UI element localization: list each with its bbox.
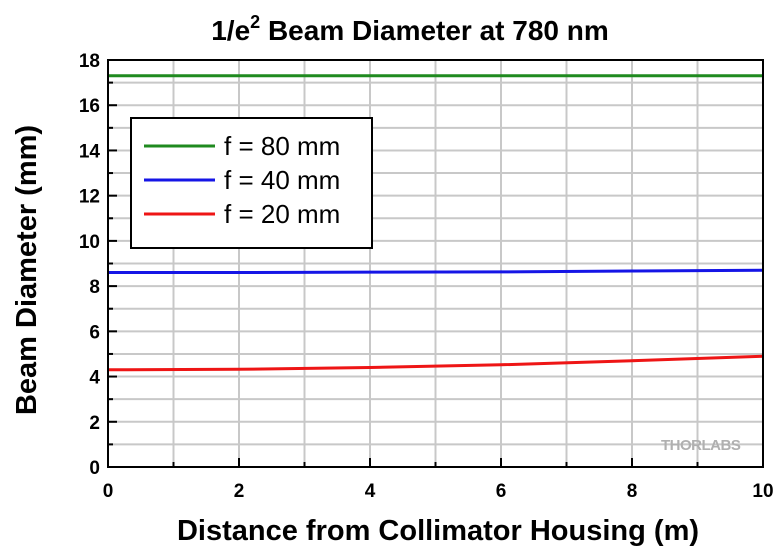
y-tick-label: 16 bbox=[79, 96, 100, 117]
y-tick-label: 0 bbox=[89, 458, 100, 479]
y-tick-label: 4 bbox=[89, 368, 100, 389]
plot-frame bbox=[107, 59, 764, 468]
chart-title-rest: Beam Diameter at 780 nm bbox=[260, 15, 609, 46]
legend-box bbox=[130, 117, 373, 249]
x-tick-label: 4 bbox=[365, 481, 376, 502]
y-tick-label: 18 bbox=[79, 51, 100, 72]
legend-label: f = 80 mm bbox=[224, 131, 340, 161]
legend: f = 80 mm f = 40 mm f = 20 mm bbox=[130, 117, 373, 249]
series-line bbox=[108, 268, 764, 274]
axis-ticks: 0 2 4 6 8 10 0 2 4 6 8 10 12 14 16 18 bbox=[79, 51, 774, 502]
chart-title-main: 1/e bbox=[211, 15, 250, 46]
grid bbox=[108, 60, 763, 467]
x-tick-label: 6 bbox=[496, 481, 507, 502]
y-tick-label: 10 bbox=[79, 232, 100, 253]
chart-title-superscript: 2 bbox=[250, 12, 260, 32]
thorlabs-watermark: THORLABS bbox=[661, 437, 741, 454]
legend-label: f = 20 mm bbox=[224, 199, 340, 229]
x-axis-label: Distance from Collimator Housing (m) bbox=[177, 515, 699, 547]
chart-title: 1/e2 Beam Diameter at 780 nm bbox=[211, 12, 609, 46]
y-tick-label: 14 bbox=[79, 141, 101, 162]
x-tick-label: 0 bbox=[103, 481, 114, 502]
y-tick-label: 6 bbox=[89, 322, 100, 343]
x-tick-label: 2 bbox=[234, 481, 245, 502]
y-tick-label: 8 bbox=[89, 277, 100, 298]
y-tick-label: 2 bbox=[89, 413, 100, 434]
x-tick-label: 10 bbox=[752, 481, 773, 502]
series-lines bbox=[107, 74, 764, 372]
legend-label: f = 40 mm bbox=[224, 165, 340, 195]
series-line bbox=[107, 354, 764, 372]
y-axis-label: Beam Diameter (mm) bbox=[11, 125, 43, 415]
y-tick-label: 12 bbox=[79, 187, 100, 208]
x-tick-label: 8 bbox=[627, 481, 638, 502]
